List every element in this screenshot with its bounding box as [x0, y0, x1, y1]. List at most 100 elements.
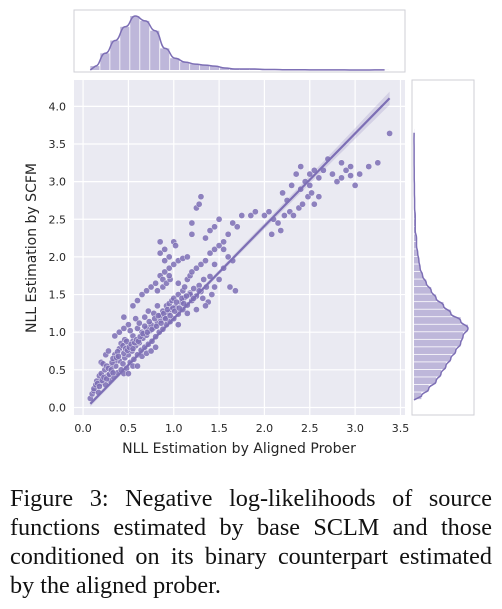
scatter-point: [347, 172, 354, 179]
scatter-point: [220, 246, 227, 253]
y-histogram-bar: [414, 339, 461, 347]
scatter-point: [174, 279, 182, 287]
x-histogram-bar: [210, 66, 220, 70]
scatter-point: [315, 193, 323, 200]
y-tick-labels: 0.0 0.5 1.0 1.5 2.0 2.5 3.0 3.5 4.0: [49, 100, 67, 414]
x-marginal-kde: [89, 15, 385, 71]
x-histogram-bar: [160, 48, 170, 70]
y-histogram-bar: [414, 392, 422, 400]
scatter-point: [148, 325, 156, 333]
scatter-point: [188, 268, 196, 276]
scatter-point: [211, 261, 218, 268]
x-histogram-bar: [170, 58, 180, 70]
y-marginal-kde: [413, 132, 469, 401]
scatter-point: [386, 130, 393, 137]
x-tick-label: 3.0: [346, 422, 364, 435]
scatter-point: [338, 174, 345, 182]
scatter-point: [202, 234, 209, 242]
scatter-point: [120, 313, 128, 321]
scatter-point: [281, 212, 288, 219]
x-histogram-bar: [90, 66, 100, 70]
scatter-point: [135, 319, 143, 327]
y-tick-label: 2.5: [49, 213, 67, 226]
scatter-point: [315, 174, 323, 182]
y-tick-label: 1.0: [49, 326, 67, 339]
y-histogram-bar: [414, 384, 429, 392]
scatter-point: [277, 227, 285, 234]
scatter-point: [288, 182, 295, 189]
scatter-point: [290, 212, 297, 219]
scatter-point: [215, 215, 223, 223]
scatter-point: [224, 253, 232, 261]
scatter-point: [356, 170, 363, 178]
scatter-point: [206, 273, 214, 280]
scatter-point: [183, 292, 190, 300]
scatter-point: [161, 246, 168, 253]
x-histogram-bar: [190, 64, 200, 70]
scatter-point: [365, 163, 373, 170]
x-tick-label: 3.5: [392, 422, 410, 435]
y-histogram-bar: [414, 324, 468, 332]
scatter-point: [170, 261, 178, 268]
scatter-point: [173, 298, 180, 306]
scatter-point: [329, 170, 336, 178]
scatter-point: [181, 283, 188, 291]
scatter-point: [199, 295, 207, 302]
x-tick-label: 1.0: [165, 422, 183, 435]
scatter-point: [165, 264, 173, 272]
scatter-point: [226, 283, 234, 291]
y-histogram-bar: [414, 294, 437, 302]
figure-caption: Figure 3: Negative log-likelihoods of so…: [10, 485, 492, 599]
y-axis-label: NLL Estimation by SCFM: [24, 163, 40, 333]
scatter-point: [126, 327, 134, 334]
scatter-point: [154, 287, 161, 295]
scatter-point: [157, 319, 165, 327]
scatter-point: [211, 223, 218, 231]
scatter-point: [105, 347, 112, 355]
y-histogram-bar: [414, 309, 451, 317]
x-histogram-bar: [140, 20, 150, 71]
y-histogram-bar: [414, 347, 456, 354]
scatter-point: [200, 276, 207, 283]
scatter-point: [154, 302, 161, 310]
scatter-point: [206, 249, 214, 257]
scatter-point: [299, 200, 306, 208]
y-tick-label: 4.0: [49, 100, 67, 113]
scatter-point: [138, 352, 146, 360]
scatter-point: [292, 170, 300, 178]
y-histogram-bar: [414, 317, 461, 324]
scatter-point: [238, 212, 246, 219]
x-histogram-bar: [100, 53, 110, 70]
scatter-point: [374, 159, 382, 167]
y-histogram-bar: [414, 377, 437, 385]
scatter-point: [311, 167, 318, 174]
y-histogram-bar: [414, 362, 446, 370]
scatter-point: [120, 325, 128, 332]
scatter-point: [153, 322, 160, 330]
scatter-point: [175, 304, 183, 312]
scatter-point: [197, 261, 205, 268]
x-tick-label: 2.0: [256, 422, 274, 435]
scatter-point: [279, 189, 286, 197]
x-histogram-bar: [110, 40, 120, 70]
y-histogram-bar: [414, 369, 441, 377]
scatter-point: [338, 159, 345, 167]
x-tick-label: 2.5: [301, 422, 319, 435]
scatter-point: [147, 283, 155, 291]
scatter-point: [233, 223, 241, 231]
scatter-point: [211, 246, 218, 253]
scatter-point: [211, 283, 218, 291]
scatter-point: [165, 272, 173, 280]
scatter-point: [171, 307, 178, 315]
scatter-point: [252, 208, 259, 216]
x-marginal-histogram: [73, 9, 406, 73]
scatter-point: [165, 253, 173, 261]
x-tick-labels: 0.0 0.5 1.0 1.5 2.0 2.5 3.0 3.5: [74, 422, 409, 435]
y-histogram-bar: [414, 287, 432, 294]
scatter-point: [132, 315, 139, 322]
scatter-point: [152, 279, 159, 287]
scatter-point: [141, 313, 149, 321]
y-histogram-bar: [414, 279, 427, 287]
x-tick-label: 0.5: [120, 422, 138, 435]
scatter-point: [333, 178, 341, 185]
